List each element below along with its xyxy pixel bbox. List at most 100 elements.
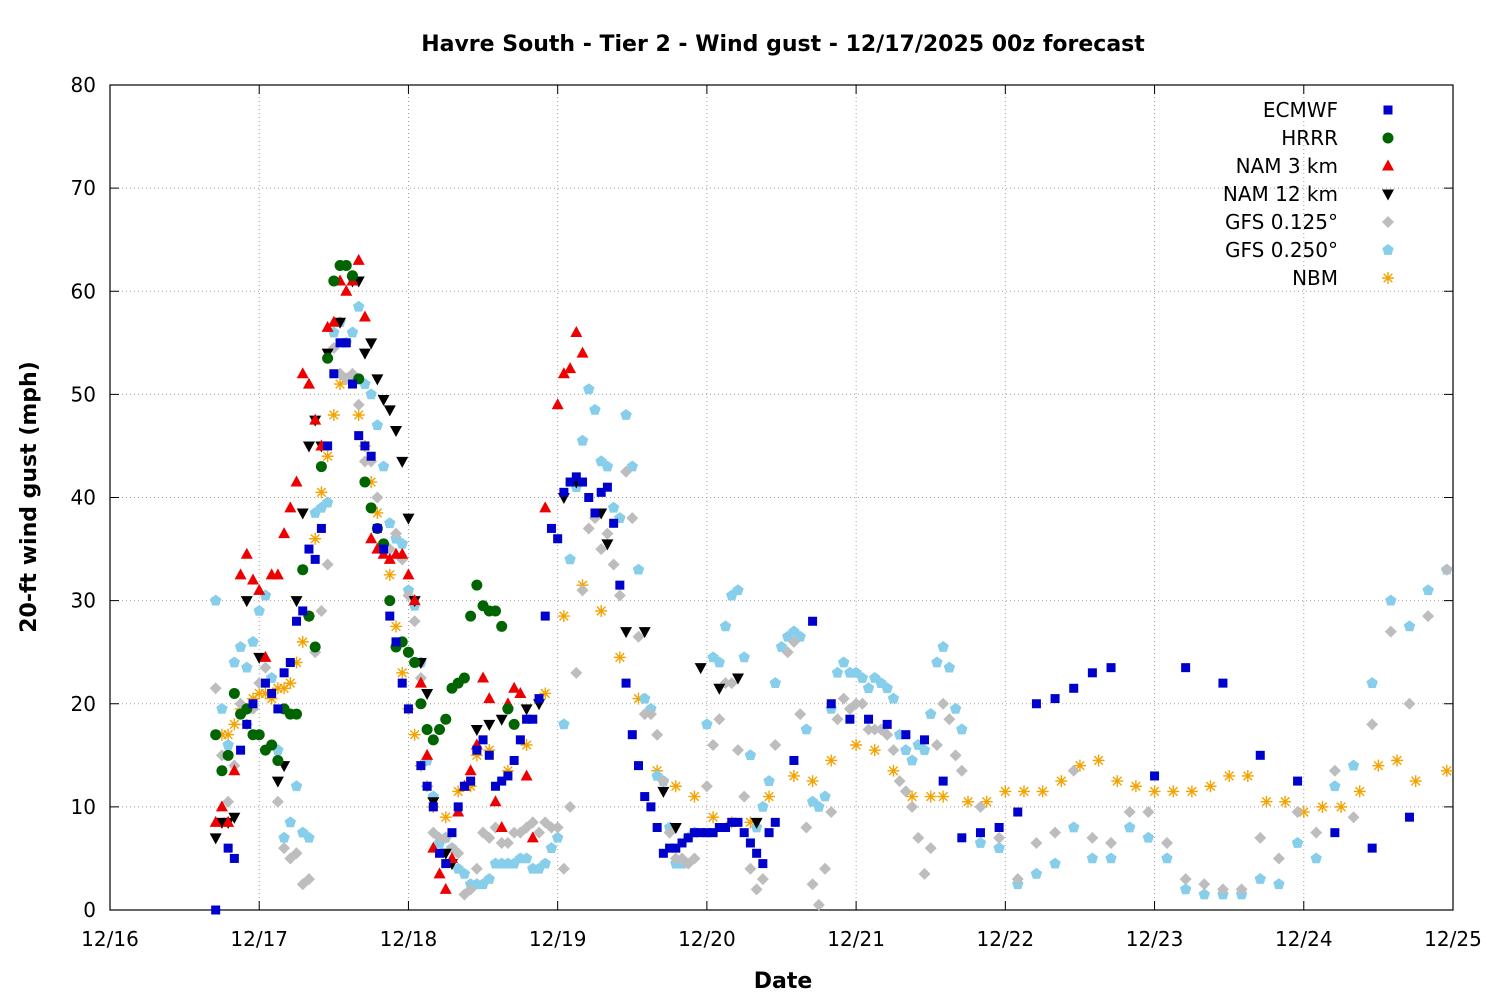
data-point [508, 718, 520, 730]
data-point [278, 527, 291, 539]
data-point [408, 728, 421, 741]
data-point [733, 817, 743, 827]
data-point [310, 554, 320, 564]
data-point [458, 672, 470, 684]
x-tick-label: 12/22 [977, 927, 1035, 951]
series-ecmwf [211, 338, 1414, 915]
data-point [1255, 750, 1265, 760]
data-point [421, 748, 434, 760]
data-point [520, 769, 533, 781]
data-point [1142, 831, 1155, 843]
data-point [234, 568, 247, 580]
data-point [545, 821, 558, 834]
data-point [514, 686, 527, 698]
data-point [422, 781, 432, 791]
data-point [383, 552, 396, 564]
data-point [396, 666, 409, 679]
data-point [1011, 873, 1024, 886]
data-point [955, 764, 968, 777]
data-point [1297, 806, 1310, 819]
data-point [253, 729, 265, 741]
data-point [938, 776, 948, 786]
data-point [1106, 663, 1116, 673]
data-point [520, 739, 533, 751]
data-point [265, 692, 278, 705]
data-point [632, 630, 645, 643]
data-point [321, 558, 334, 571]
data-point [520, 704, 533, 716]
data-point [646, 802, 656, 812]
data-point [309, 532, 322, 545]
data-point [515, 735, 525, 745]
data-point [1150, 771, 1160, 781]
data-point [713, 683, 726, 695]
data-point [589, 403, 601, 415]
data-point [837, 692, 850, 705]
data-point [340, 284, 353, 296]
data-point [433, 831, 446, 844]
data-point [557, 862, 570, 875]
data-point [949, 749, 962, 762]
data-point [365, 532, 378, 544]
data-point [731, 673, 744, 685]
data-point [259, 687, 272, 700]
data-point [390, 620, 403, 633]
legend-marker [1383, 105, 1393, 115]
x-tick-label: 12/17 [230, 927, 288, 951]
data-point [209, 682, 222, 695]
data-point [806, 878, 819, 891]
data-point [490, 781, 500, 791]
data-point [906, 800, 919, 813]
data-point [402, 568, 415, 580]
data-point [428, 802, 438, 812]
data-point [234, 641, 247, 652]
data-point [1409, 775, 1422, 788]
data-point [1241, 769, 1254, 782]
data-point [271, 795, 284, 808]
data-point [925, 708, 937, 719]
data-point [347, 379, 357, 389]
data-point [434, 724, 446, 736]
data-point [439, 811, 452, 824]
data-point [1353, 785, 1366, 798]
x-tick-label: 12/19 [529, 927, 587, 951]
data-point [539, 857, 551, 869]
data-point [211, 905, 221, 915]
data-point [918, 867, 931, 880]
data-point [1310, 826, 1323, 839]
data-point [1013, 807, 1023, 817]
data-point [259, 661, 272, 674]
data-point [390, 425, 403, 437]
data-point [584, 493, 594, 502]
data-point [1086, 852, 1099, 864]
data-point [713, 713, 726, 726]
data-point [334, 378, 347, 391]
data-point [1068, 821, 1080, 833]
data-point [571, 472, 581, 482]
data-point [1086, 831, 1099, 844]
data-point [920, 735, 930, 745]
data-point [845, 714, 855, 724]
legend-label: NBM [1292, 266, 1338, 290]
legend-marker [1382, 272, 1394, 284]
data-point [688, 790, 701, 803]
data-point [495, 821, 508, 832]
data-point [1385, 594, 1397, 606]
data-point [371, 374, 384, 386]
series-nam-12-km [209, 276, 763, 871]
data-point [862, 682, 875, 694]
data-point [1384, 625, 1397, 638]
data-point [371, 419, 384, 431]
data-point [1422, 584, 1434, 596]
data-point [744, 816, 757, 829]
data-point [267, 688, 277, 698]
data-point [1272, 852, 1285, 865]
data-point [1179, 873, 1192, 886]
data-point [384, 595, 396, 607]
data-point [1030, 867, 1043, 879]
data-point [864, 714, 874, 724]
data-point [1069, 683, 1079, 693]
data-point [371, 506, 384, 519]
data-point [302, 441, 315, 453]
